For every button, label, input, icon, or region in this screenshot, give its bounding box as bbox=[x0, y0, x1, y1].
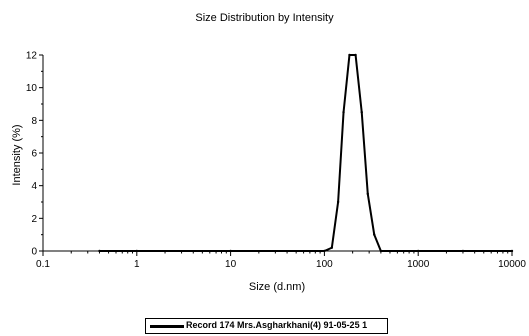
chart-title: Size Distribution by Intensity bbox=[195, 12, 334, 24]
data-point bbox=[379, 249, 383, 253]
data-point bbox=[98, 249, 101, 253]
data-point bbox=[373, 233, 376, 236]
data-point bbox=[330, 246, 334, 249]
x-tick-label: 10 bbox=[225, 259, 237, 270]
y-tick-label: 0 bbox=[31, 247, 37, 258]
x-tick-label: 1000 bbox=[407, 259, 430, 270]
data-point bbox=[366, 192, 369, 196]
x-tick-label: 100 bbox=[316, 259, 333, 270]
series-line bbox=[99, 54, 512, 252]
data-point bbox=[229, 249, 232, 253]
legend-label: Record 174 Mrs.Asgharkhani(4) 91-05-25 1 bbox=[186, 320, 368, 330]
data-point bbox=[348, 53, 351, 57]
x-axis-label: Size (d.nm) bbox=[249, 281, 305, 293]
data-point bbox=[342, 110, 345, 114]
y-tick-label: 2 bbox=[31, 214, 37, 225]
y-tick-label: 6 bbox=[31, 149, 37, 160]
data-point bbox=[417, 249, 420, 253]
y-tick-label: 12 bbox=[26, 51, 38, 62]
y-axis-label: Intensity (%) bbox=[11, 124, 23, 185]
axes bbox=[42, 55, 512, 252]
legend: Record 174 Mrs.Asgharkhani(4) 91-05-25 1 bbox=[145, 318, 388, 334]
data-point bbox=[323, 249, 326, 253]
data-point bbox=[135, 249, 138, 253]
data-point bbox=[336, 200, 340, 204]
y-tick-label: 8 bbox=[31, 116, 37, 127]
x-tick-label: 0.1 bbox=[36, 259, 50, 270]
x-tick-label: 1 bbox=[134, 259, 140, 270]
data-point bbox=[510, 249, 514, 253]
legend-swatch bbox=[150, 325, 184, 328]
data-point bbox=[461, 249, 465, 253]
y-tick-label: 4 bbox=[31, 181, 37, 192]
series bbox=[98, 53, 514, 253]
x-tick-label: 10000 bbox=[498, 259, 526, 270]
data-point bbox=[360, 110, 363, 114]
y-tick-label: 10 bbox=[26, 83, 38, 94]
data-point bbox=[354, 53, 357, 57]
ticks: 0 2 4 6 8 10 12 0.1 1 10 100 1000 10000 bbox=[26, 51, 526, 271]
